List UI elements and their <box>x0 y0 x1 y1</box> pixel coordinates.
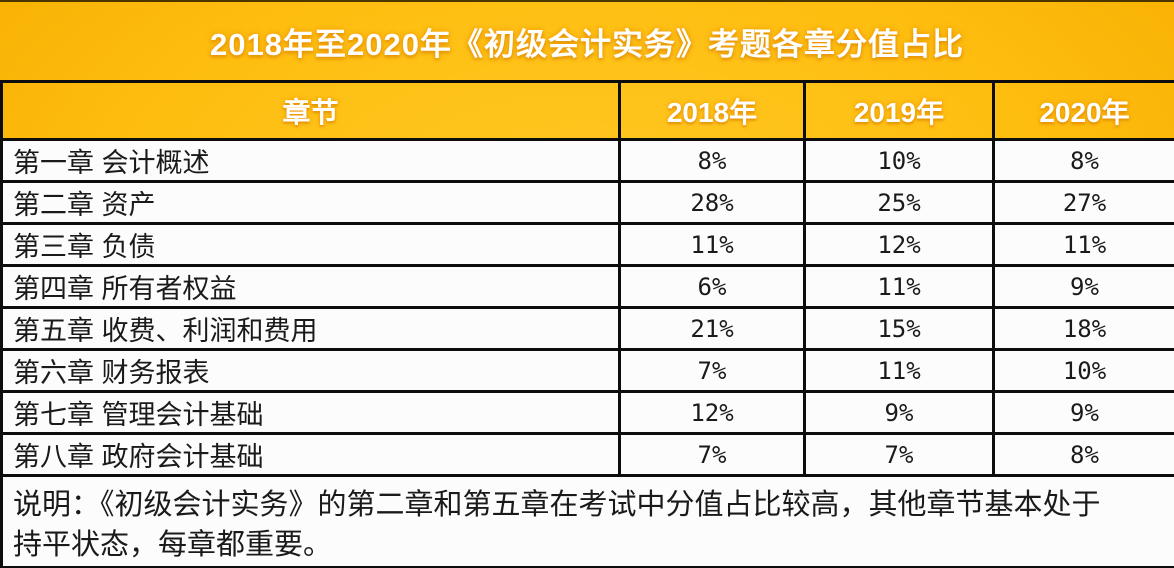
table-row: 第四章 所有者权益 6% 11% 9% <box>0 264 1174 309</box>
value-2018: 11% <box>618 222 806 267</box>
table-row: 第二章 资产 28% 25% 27% <box>0 180 1174 225</box>
value-2019: 12% <box>803 222 995 267</box>
chapter-name: 第三章 负债 <box>0 222 621 267</box>
table-row: 第七章 管理会计基础 12% 9% 9% <box>0 390 1174 435</box>
value-2020: 9% <box>992 390 1174 435</box>
value-2020: 9% <box>992 264 1174 309</box>
value-2019: 25% <box>803 180 995 225</box>
page-title: 2018年至2020年《初级会计实务》考题各章分值占比 <box>210 26 964 62</box>
value-2018: 8% <box>618 138 806 183</box>
table-header: 章节 2018年 2019年 2020年 <box>0 80 1174 141</box>
value-2018: 21% <box>618 306 806 351</box>
column-header-chapter: 章节 <box>0 80 621 141</box>
value-2019: 10% <box>803 138 995 183</box>
column-header-2018: 2018年 <box>618 80 806 141</box>
chapter-name: 第五章 收费、利润和费用 <box>0 306 621 351</box>
value-2019: 9% <box>803 390 995 435</box>
value-2020: 8% <box>992 432 1174 477</box>
chapter-name: 第七章 管理会计基础 <box>0 390 621 435</box>
chapter-score-table: 章节 2018年 2019年 2020年 第一章 会计概述 8% 10% 8% … <box>0 80 1174 568</box>
value-2020: 11% <box>992 222 1174 267</box>
value-2019: 15% <box>803 306 995 351</box>
value-2020: 8% <box>992 138 1174 183</box>
value-2019: 7% <box>803 432 995 477</box>
chapter-name: 第四章 所有者权益 <box>0 264 621 309</box>
table-row: 第五章 收费、利润和费用 21% 15% 18% <box>0 306 1174 351</box>
chapter-name: 第八章 政府会计基础 <box>0 432 621 477</box>
value-2018: 12% <box>618 390 806 435</box>
chapter-name: 第二章 资产 <box>0 180 621 225</box>
table-row: 第六章 财务报表 7% 11% 10% <box>0 348 1174 393</box>
title-bar: 2018年至2020年《初级会计实务》考题各章分值占比 <box>0 2 1174 80</box>
note-line-2: 持平状态，每章都重要。 <box>13 529 333 562</box>
table-row: 第三章 负债 11% 12% 11% <box>0 222 1174 267</box>
value-2019: 11% <box>803 348 995 393</box>
value-2018: 6% <box>618 264 806 309</box>
value-2020: 27% <box>992 180 1174 225</box>
chapter-name: 第一章 会计概述 <box>0 138 621 183</box>
note-line-1: 说明：《初级会计实务》的第二章和第五章在考试中分值占比较高，其他章节基本处于 <box>13 489 1101 521</box>
value-2020: 10% <box>992 348 1174 393</box>
column-header-2020: 2020年 <box>992 80 1174 141</box>
table-row: 第八章 政府会计基础 7% 7% 8% <box>0 432 1174 477</box>
value-2020: 18% <box>992 306 1174 351</box>
explanation-note: 说明：《初级会计实务》的第二章和第五章在考试中分值占比较高，其他章节基本处于 持… <box>0 474 1174 568</box>
value-2019: 11% <box>803 264 995 309</box>
value-2018: 7% <box>618 432 806 477</box>
header-row: 章节 2018年 2019年 2020年 <box>0 80 1174 141</box>
table-row: 第一章 会计概述 8% 10% 8% <box>0 138 1174 183</box>
note-row: 说明：《初级会计实务》的第二章和第五章在考试中分值占比较高，其他章节基本处于 持… <box>0 474 1174 568</box>
column-header-2019: 2019年 <box>803 80 995 141</box>
value-2018: 28% <box>618 180 806 225</box>
value-2018: 7% <box>618 348 806 393</box>
table-body: 第一章 会计概述 8% 10% 8% 第二章 资产 28% 25% 27% 第三… <box>0 138 1174 568</box>
chapter-name: 第六章 财务报表 <box>0 348 621 393</box>
